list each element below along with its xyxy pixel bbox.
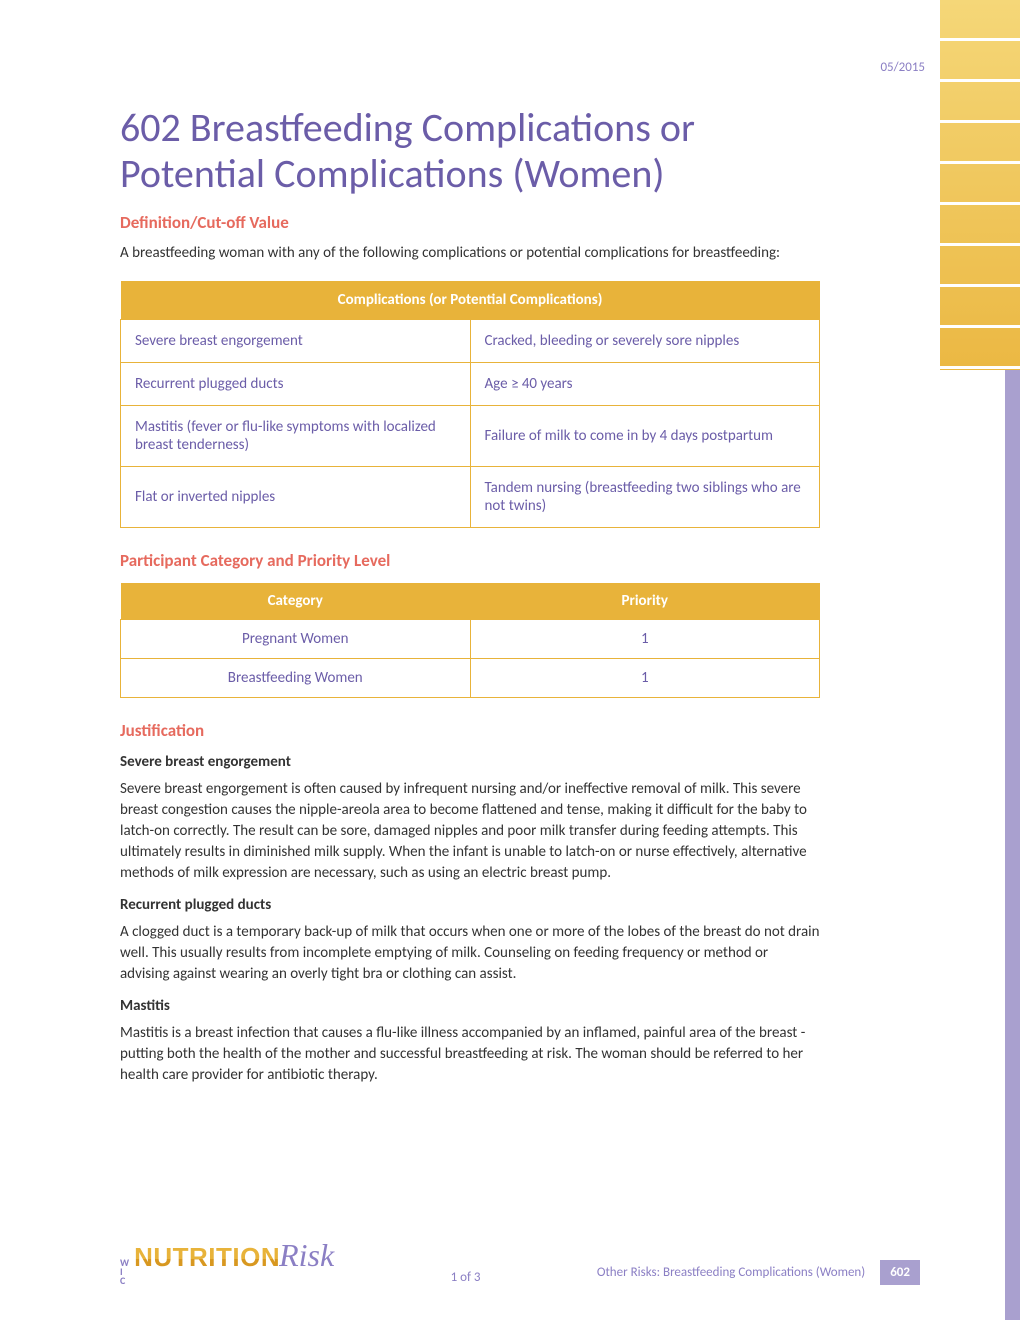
sidebar-decoration [940,0,1020,1320]
justification-heading: Justification [120,720,820,741]
footer-right: Other Risks: Breastfeeding Complications… [597,1260,920,1285]
subheading: Severe breast engorgement [120,753,820,771]
page-title: 602 Breastfeeding Complications or Poten… [120,105,820,197]
body-paragraph: Mastitis is a breast infection that caus… [120,1023,820,1086]
page-number: 1 of 3 [451,1270,481,1285]
table-row: Severe breast engorgement Cracked, bleed… [121,320,820,363]
table-row: Pregnant Women 1 [121,620,820,659]
page-content: 602 Breastfeeding Complications or Poten… [0,0,930,1086]
logo-risk: Risk [279,1237,334,1274]
table-row: Breastfeeding Women 1 [121,659,820,698]
table-row: Recurrent plugged ducts Age ≥ 40 years [121,363,820,406]
logo: WIC NUTRITION Risk [120,1237,334,1285]
date-stamp: 05/2015 [880,60,925,75]
ruler-graphic [940,0,1020,370]
table-row: Flat or inverted nipples Tandem nursing … [121,467,820,528]
logo-nutrition: NUTRITION [134,1242,280,1273]
definition-intro: A breastfeeding woman with any of the fo… [120,243,820,263]
sidebar-purple-strip [1005,370,1020,1320]
subheading: Recurrent plugged ducts [120,896,820,914]
body-paragraph: A clogged duct is a temporary back-up of… [120,922,820,985]
footer-category: Other Risks: Breastfeeding Complications… [597,1265,865,1280]
complications-header: Complications (or Potential Complication… [121,281,820,320]
definition-heading: Definition/Cut-off Value [120,212,820,233]
page-footer: WIC NUTRITION Risk 1 of 3 Other Risks: B… [120,1237,920,1285]
logo-wic: WIC [120,1258,129,1285]
complications-table: Complications (or Potential Complication… [120,281,820,528]
body-paragraph: Severe breast engorgement is often cause… [120,779,820,884]
priority-table: Category Priority Pregnant Women 1 Breas… [120,583,820,698]
table-row: Mastitis (fever or flu-like symptoms wit… [121,406,820,467]
priority-heading: Participant Category and Priority Level [120,550,820,571]
code-badge: 602 [880,1260,920,1285]
subheading: Mastitis [120,997,820,1015]
